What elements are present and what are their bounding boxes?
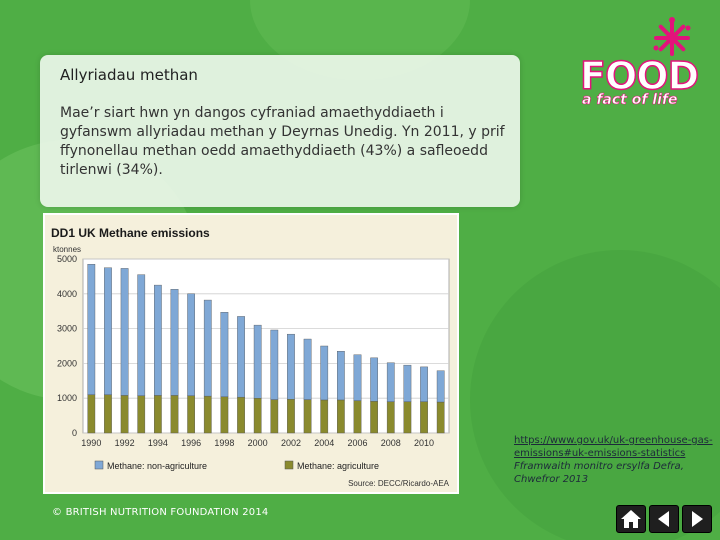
bar-non-agriculture (253, 324, 262, 399)
x-tick-label: 2002 (281, 438, 301, 448)
bar-non-agriculture (137, 274, 146, 396)
bar-agriculture (87, 394, 96, 434)
bar-non-agriculture (87, 264, 96, 395)
y-tick-label: 0 (72, 428, 77, 438)
x-tick-label: 1990 (81, 438, 101, 448)
bar-agriculture (137, 395, 146, 434)
home-icon (621, 510, 641, 528)
bar-non-agriculture (370, 357, 378, 402)
bar-agriculture (120, 395, 129, 434)
next-arrow-icon (692, 511, 703, 527)
bar-agriculture (104, 394, 112, 434)
x-tick-label: 1992 (115, 438, 135, 448)
y-tick-label: 3000 (57, 324, 77, 334)
bar-agriculture (187, 395, 195, 434)
previous-button[interactable] (649, 505, 679, 533)
bar-agriculture (337, 399, 345, 434)
y-tick-label: 2000 (57, 358, 77, 368)
bar-agriculture (370, 401, 378, 434)
logo-wordmark: FOOD (579, 53, 700, 99)
x-tick-label: 2000 (248, 438, 268, 448)
next-button[interactable] (682, 505, 712, 533)
bar-non-agriculture (303, 338, 312, 400)
x-tick-label: 1998 (214, 438, 234, 448)
legend-label: Methane: non-agriculture (107, 461, 207, 471)
bar-non-agriculture (337, 351, 345, 401)
bar-agriculture (253, 397, 262, 434)
source-caption: Fframwaith monitro ersylfa Defra, Chwefr… (514, 461, 684, 485)
methane-chart: DD1 UK Methane emissions ktonnes Source:… (43, 213, 459, 494)
bar-non-agriculture (270, 329, 279, 400)
slide-title: Allyriadau methan (60, 66, 198, 84)
x-tick-label: 1996 (181, 438, 201, 448)
chart-source: Source: DECC/Ricardo-AEA (348, 479, 450, 488)
bar-non-agriculture (187, 293, 195, 396)
text-panel (40, 55, 520, 207)
x-tick-label: 1994 (148, 438, 168, 448)
logo-tagline: a fact of life (582, 92, 678, 109)
bar-non-agriculture (436, 370, 445, 403)
x-tick-label: 2008 (381, 438, 401, 448)
bar-non-agriculture (287, 333, 295, 400)
bar-non-agriculture (104, 267, 112, 395)
bar-agriculture (270, 399, 279, 434)
bar-non-agriculture (403, 364, 412, 402)
bar-agriculture (287, 399, 295, 434)
bar-non-agriculture (154, 284, 162, 396)
slide-body-text: Mae’r siart hwn yn dangos cyfraniad amae… (60, 105, 505, 178)
x-tick-label: 2010 (414, 438, 434, 448)
bar-agriculture (386, 401, 395, 434)
bar-agriculture (203, 395, 212, 434)
navigation-buttons (614, 505, 714, 533)
bar-non-agriculture (170, 289, 179, 396)
bar-agriculture (220, 396, 229, 434)
bar-agriculture (403, 401, 412, 434)
chart-title: DD1 UK Methane emissions (51, 226, 210, 240)
y-tick-label: 4000 (57, 289, 77, 299)
x-tick-label: 2004 (314, 438, 334, 448)
bar-non-agriculture (203, 299, 212, 397)
home-button[interactable] (616, 505, 646, 533)
bar-non-agriculture (120, 268, 129, 396)
copyright-text: © BRITISH NUTRITION FOUNDATION 2014 (52, 507, 269, 518)
chart-y-axis-label: ktonnes (53, 245, 81, 254)
previous-arrow-icon (658, 511, 669, 527)
bar-agriculture (237, 396, 245, 434)
bar-non-agriculture (237, 316, 245, 398)
bar-non-agriculture (420, 366, 428, 402)
x-tick-label: 2006 (347, 438, 367, 448)
y-tick-label: 1000 (57, 393, 77, 403)
bar-agriculture (303, 399, 312, 434)
food-a-fact-of-life-logo: FOOD a fact of life (576, 16, 700, 110)
source-note: https://www.gov.uk/uk-greenhouse-gas-emi… (514, 434, 714, 486)
bar-non-agriculture (386, 362, 395, 402)
bar-agriculture (420, 401, 428, 434)
background-blob (470, 250, 720, 540)
bar-agriculture (320, 399, 329, 434)
bar-agriculture (353, 400, 362, 434)
bar-non-agriculture (220, 312, 229, 398)
bar-non-agriculture (320, 345, 329, 401)
legend-label: Methane: agriculture (297, 461, 379, 471)
bar-agriculture (436, 401, 445, 434)
legend-swatch (94, 460, 104, 470)
bar-agriculture (154, 395, 162, 434)
source-link[interactable]: https://www.gov.uk/uk-greenhouse-gas-emi… (514, 435, 713, 459)
bar-non-agriculture (353, 354, 362, 401)
y-tick-label: 5000 (57, 254, 77, 264)
bar-agriculture (170, 395, 179, 434)
splat-icon (653, 17, 691, 56)
chart-svg: DD1 UK Methane emissions ktonnes Source:… (51, 226, 450, 488)
legend-swatch (284, 460, 294, 470)
